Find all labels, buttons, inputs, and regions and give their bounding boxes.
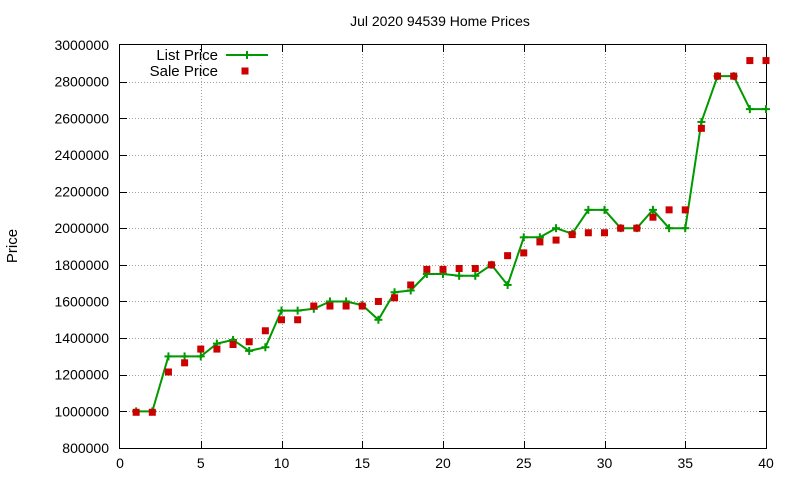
list-price-point	[164, 352, 173, 361]
sale-price-point	[601, 229, 608, 237]
y-tick-label: 1400000	[54, 330, 109, 346]
y-tick-label: 3000000	[54, 37, 109, 53]
list-price-point	[374, 315, 383, 324]
list-price-point	[648, 205, 657, 214]
y-tick-label: 2200000	[54, 184, 109, 200]
y-tick-label: 800000	[62, 440, 109, 456]
y-tick-label: 2800000	[54, 74, 109, 90]
sale-price-point	[439, 265, 447, 273]
sale-price-point	[391, 294, 399, 302]
sale-price-point	[374, 297, 382, 305]
y-axis-tick-labels: 800000 1000000 1200000 1400000 1600000 180000…	[54, 37, 109, 456]
chart-title: Jul 2020 94539 Home Prices	[350, 13, 530, 29]
sale-price-point	[423, 265, 431, 273]
list-price-point	[552, 224, 561, 233]
sale-price-point	[471, 264, 479, 272]
sale-price-point	[326, 302, 334, 310]
legend-marker-list-price	[243, 51, 251, 59]
legend: List Price Sale Price	[150, 47, 268, 80]
legend-marker-sale-price	[241, 67, 249, 75]
x-tick-label: 30	[597, 455, 613, 471]
list-price-point	[471, 271, 480, 280]
sale-price-point	[681, 206, 689, 214]
sale-price-point	[649, 213, 657, 221]
sale-price-point	[633, 224, 641, 232]
sale-price-point	[148, 408, 156, 416]
y-tick-label: 1200000	[54, 367, 109, 383]
sale-price-point	[617, 224, 625, 232]
sale-price-point	[245, 338, 253, 346]
x-tick-label: 10	[274, 455, 290, 471]
series	[132, 57, 770, 416]
x-tick-label: 5	[197, 455, 205, 471]
y-axis-label: Price	[4, 229, 21, 263]
list-price-point	[600, 205, 609, 214]
sale-price-point	[407, 281, 415, 289]
sale-price-point	[584, 229, 592, 237]
x-tick-label: 25	[516, 455, 532, 471]
list-price-point	[681, 224, 690, 233]
sale-price-point	[487, 261, 495, 269]
sale-price-point	[197, 345, 205, 353]
list-price-point	[762, 105, 770, 114]
sale-price-point	[294, 316, 302, 324]
sale-price-point	[697, 124, 705, 132]
sale-price-point	[746, 57, 754, 65]
sale-price-point	[762, 57, 770, 65]
y-tick-label: 1000000	[54, 403, 109, 419]
sale-price-point	[213, 345, 221, 353]
list-price-point	[261, 343, 270, 352]
axis-ticks	[120, 45, 766, 448]
legend-label-sale-price: Sale Price	[150, 63, 218, 80]
list-price-point	[665, 224, 674, 233]
list-price-point	[745, 105, 754, 114]
list-price-point	[277, 306, 286, 315]
sale-price-point	[358, 302, 366, 310]
x-tick-label: 20	[435, 455, 451, 471]
list-price-point	[293, 306, 302, 315]
sale-price-point	[552, 236, 560, 244]
sale-price-point	[730, 72, 738, 80]
x-tick-label: 40	[758, 455, 774, 471]
list-price-point	[584, 205, 593, 214]
list-price-point	[697, 117, 706, 126]
sale-price-point	[181, 359, 189, 367]
sale-price-point	[278, 316, 285, 324]
list-price-point	[519, 233, 528, 242]
sale-price-point	[536, 238, 544, 246]
sale-price-point	[568, 231, 576, 239]
list-price-line	[136, 75, 766, 413]
x-tick-label: 15	[354, 455, 370, 471]
y-tick-label: 2600000	[54, 110, 109, 126]
grid	[120, 45, 766, 448]
sale-price-point	[342, 302, 350, 310]
list-price-point	[180, 352, 189, 361]
x-tick-label: 35	[677, 455, 693, 471]
sale-price-point	[132, 408, 140, 416]
sale-price-point	[665, 206, 673, 214]
list-price-point	[245, 346, 254, 355]
sale-price-point	[164, 368, 172, 376]
y-tick-label: 2400000	[54, 147, 109, 163]
list-price-point	[503, 280, 512, 289]
sale-price-point	[504, 252, 512, 260]
x-axis-tick-labels: 0 5 10 15 20 25 30 35 40	[116, 455, 774, 471]
x-tick-label: 0	[116, 455, 124, 471]
legend-label-list-price: List Price	[156, 47, 218, 64]
y-tick-label: 2000000	[54, 220, 109, 236]
sale-price-point	[455, 264, 463, 272]
sale-price-point	[310, 302, 318, 310]
list-price-point	[196, 352, 205, 361]
list-price-point	[455, 271, 464, 280]
sale-price-point	[714, 72, 722, 80]
sale-price-point	[261, 327, 269, 335]
plot-frame	[119, 44, 767, 449]
y-tick-label: 1600000	[54, 293, 109, 309]
y-tick-label: 1800000	[54, 257, 109, 273]
sale-price-point	[229, 341, 237, 349]
sale-price-point	[520, 249, 528, 257]
